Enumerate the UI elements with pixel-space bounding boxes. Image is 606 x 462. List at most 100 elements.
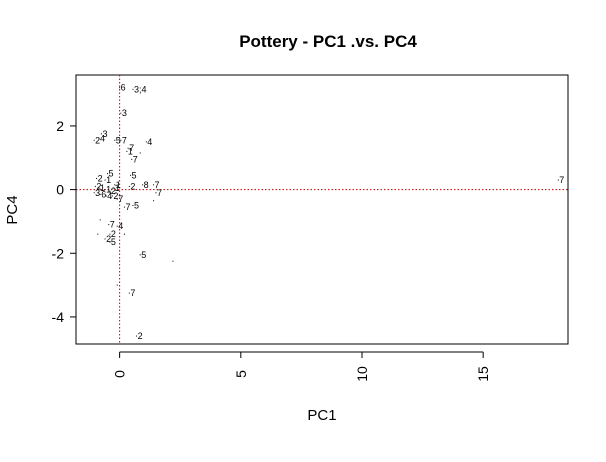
data-point-label: 6	[121, 83, 126, 93]
data-point-label: 5	[132, 170, 137, 180]
data-point	[113, 187, 115, 189]
data-point-label: 6	[101, 189, 106, 199]
data-point-label: 1	[116, 180, 121, 190]
data-point	[116, 225, 118, 227]
data-point-label: 1	[115, 183, 120, 193]
x-axis: 0 5 10 15	[112, 351, 491, 382]
data-point	[131, 158, 133, 160]
data-point	[132, 88, 134, 90]
x-tick-label: 0	[112, 370, 128, 378]
data-point	[139, 254, 141, 256]
data-point	[126, 150, 128, 152]
data-point	[119, 87, 121, 89]
data-point	[94, 185, 96, 187]
data-point-label: 2	[113, 191, 118, 201]
data-point	[120, 112, 122, 114]
data-point-label: 2	[138, 331, 143, 341]
data-point	[116, 284, 118, 286]
data-point-label: 7	[133, 154, 138, 164]
data-point-label: 8	[144, 180, 149, 190]
data-point-label: 7	[110, 220, 115, 230]
data-point-label: 5	[116, 135, 121, 145]
data-point	[111, 195, 113, 197]
data-point	[99, 193, 101, 195]
data-point-label: 4	[107, 191, 112, 201]
data-point	[128, 292, 130, 294]
data-point-label: 4	[147, 137, 152, 147]
data-point-label: 7	[122, 135, 127, 145]
data-point	[93, 139, 95, 141]
data-point	[130, 174, 132, 176]
data-point	[109, 190, 111, 192]
data-point-label: 2	[98, 173, 103, 183]
x-axis-label: PC1	[307, 407, 336, 424]
data-point	[557, 179, 559, 181]
data-point-label: 3	[95, 188, 100, 198]
data-point-label: 7	[157, 188, 162, 198]
data-point-label: 2	[111, 186, 116, 196]
data-point	[123, 206, 125, 208]
data-point-label: 7	[559, 175, 564, 185]
data-point	[104, 179, 106, 181]
data-point	[128, 185, 130, 187]
data-point	[145, 141, 147, 143]
data-point	[153, 184, 155, 186]
data-point-label: 2	[130, 181, 135, 191]
data-point	[123, 233, 125, 235]
data-point-label: 1	[100, 183, 105, 193]
data-point-label: 5	[109, 169, 114, 179]
data-point	[96, 177, 98, 179]
data-point-label: 7	[155, 180, 160, 190]
data-point-label: 3	[102, 129, 107, 139]
data-point	[172, 260, 174, 262]
chart-title: Pottery - PC1 .vs. PC4	[239, 32, 417, 51]
plot-frame	[75, 74, 569, 345]
y-tick-label: -4	[52, 309, 65, 325]
data-point	[155, 192, 157, 194]
data-point	[114, 184, 116, 186]
data-point	[153, 200, 155, 202]
data-point-label: 1	[106, 175, 111, 185]
data-point-label: 3;4	[134, 84, 147, 94]
data-point-label: 2	[95, 135, 100, 145]
data-point-label: 1	[128, 146, 133, 156]
data-point-label: 5	[141, 250, 146, 260]
data-point-label: 3	[122, 108, 127, 118]
data-point	[104, 189, 106, 191]
data-point-label: 2	[111, 229, 116, 239]
data-point-label: 7	[130, 288, 135, 298]
data-point-label: 7	[118, 194, 123, 204]
x-tick-label: 10	[354, 366, 370, 382]
data-point-label: 1	[106, 185, 111, 195]
data-point	[120, 139, 122, 141]
data-point	[139, 152, 141, 154]
data-point	[142, 184, 144, 186]
y-tick-label: 2	[56, 118, 64, 134]
y-axis-label: PC4	[4, 195, 21, 224]
data-point	[132, 205, 134, 207]
data-point	[99, 219, 101, 221]
y-tick-label: -2	[52, 245, 65, 261]
data-point	[97, 233, 99, 235]
data-point	[104, 238, 106, 240]
data-point-label: 7	[125, 202, 130, 212]
data-point-label: 7	[129, 143, 134, 153]
y-tick-label: 0	[56, 182, 64, 198]
data-point	[100, 133, 102, 135]
x-tick-label: 5	[233, 370, 249, 378]
x-tick-label: 15	[475, 366, 491, 382]
data-point	[98, 138, 100, 140]
data-point	[114, 139, 116, 141]
data-point	[108, 224, 110, 226]
data-point	[116, 198, 118, 200]
data-point-label: 4	[100, 134, 105, 144]
data-point	[109, 241, 111, 243]
reference-lines	[76, 75, 568, 344]
data-point	[105, 195, 107, 197]
data-point-label: 5	[111, 237, 116, 247]
y-axis: -4 -2 0 2	[52, 118, 77, 325]
data-point-label: 5	[134, 201, 139, 211]
data-point	[127, 147, 129, 149]
